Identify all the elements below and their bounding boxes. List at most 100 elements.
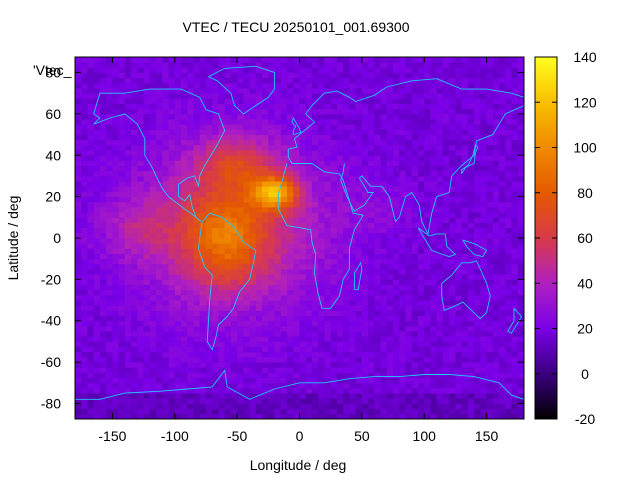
heatmap-cell — [511, 227, 519, 234]
heatmap-cell — [442, 398, 450, 404]
heatmap-cell — [318, 387, 325, 394]
heatmap-cell — [280, 155, 288, 161]
heatmap-cell — [75, 82, 82, 89]
heatmap-cell — [199, 331, 207, 337]
heatmap-cell — [99, 165, 107, 172]
heatmap-cell — [193, 144, 201, 151]
heatmap-cell — [424, 341, 431, 347]
heatmap-cell — [143, 367, 151, 373]
heatmap-cell — [87, 294, 95, 301]
heatmap-cell — [131, 279, 138, 285]
heatmap-cell — [131, 310, 138, 316]
heatmap-cell — [255, 351, 263, 358]
heatmap-cell — [181, 201, 188, 208]
heatmap-cell — [436, 263, 444, 270]
heatmap-cell — [393, 356, 400, 363]
heatmap-cell — [386, 165, 394, 172]
heatmap-cell — [436, 289, 444, 296]
heatmap-cell — [474, 294, 481, 301]
heatmap-cell — [492, 238, 500, 244]
heatmap-cell — [324, 139, 332, 146]
heatmap-cell — [430, 212, 438, 218]
heatmap-cell — [93, 119, 101, 125]
heatmap-cell — [349, 331, 357, 337]
heatmap-cell — [124, 181, 132, 187]
heatmap-cell — [118, 336, 126, 342]
heatmap-cell — [205, 144, 213, 151]
heatmap-cell — [280, 284, 288, 291]
heatmap-cell — [324, 263, 332, 270]
heatmap-cell — [293, 82, 300, 89]
heatmap-cell — [393, 103, 400, 110]
heatmap-cell — [168, 413, 176, 420]
heatmap-cell — [137, 284, 144, 291]
heatmap-cell — [230, 77, 238, 84]
heatmap-cell — [149, 393, 157, 399]
heatmap-cell — [318, 269, 325, 275]
heatmap-cell — [442, 356, 450, 363]
heatmap-cell — [355, 103, 363, 110]
heatmap-cell — [505, 269, 512, 275]
heatmap-cell — [81, 279, 88, 285]
heatmap-cell — [430, 67, 438, 73]
heatmap-cell — [137, 356, 144, 363]
heatmap-cell — [299, 413, 307, 420]
heatmap-cell — [106, 346, 113, 353]
heatmap-cell — [93, 82, 101, 89]
heatmap-cell — [361, 222, 369, 229]
heatmap-cell — [193, 253, 201, 260]
heatmap-cell — [112, 356, 120, 363]
heatmap-cell — [467, 57, 475, 63]
heatmap-cell — [99, 325, 107, 332]
heatmap-cell — [162, 108, 169, 115]
heatmap-cell — [436, 119, 444, 125]
heatmap-cell — [511, 165, 519, 172]
heatmap-cell — [268, 253, 275, 260]
heatmap-cell — [386, 222, 394, 229]
heatmap-cell — [336, 88, 344, 94]
heatmap-cell — [399, 93, 406, 99]
heatmap-cell — [467, 124, 475, 130]
heatmap-cell — [361, 372, 369, 379]
heatmap-cell — [218, 129, 226, 135]
heatmap-cell — [386, 206, 394, 213]
heatmap-cell — [318, 248, 325, 254]
heatmap-cell — [249, 387, 257, 394]
heatmap-cell — [249, 93, 257, 99]
heatmap-cell — [442, 144, 450, 151]
heatmap-cell — [243, 67, 251, 73]
heatmap-cell — [293, 181, 300, 187]
heatmap-cell — [293, 248, 300, 254]
heatmap-cell — [162, 88, 169, 94]
heatmap-cell — [131, 382, 138, 389]
heatmap-cell — [368, 320, 375, 327]
heatmap-cell — [299, 62, 307, 68]
heatmap-cell — [162, 408, 169, 415]
heatmap-cell — [492, 165, 500, 172]
heatmap-cell — [511, 88, 519, 94]
heatmap-cell — [224, 57, 232, 63]
heatmap-cell — [174, 284, 182, 291]
heatmap-cell — [461, 72, 469, 79]
heatmap-cell — [131, 175, 138, 182]
heatmap-cell — [305, 263, 313, 270]
heatmap-cell — [243, 150, 251, 156]
heatmap-cell — [424, 222, 431, 229]
heatmap-cell — [156, 258, 163, 265]
heatmap-cell — [212, 413, 219, 420]
heatmap-cell — [218, 320, 226, 327]
heatmap-cell — [305, 67, 313, 73]
heatmap-cell — [93, 341, 101, 347]
heatmap-cell — [324, 248, 332, 254]
heatmap-cell — [511, 191, 519, 198]
heatmap-cell — [274, 377, 282, 384]
heatmap-cell — [230, 382, 238, 389]
heatmap-cell — [118, 144, 126, 151]
heatmap-cell — [311, 393, 319, 399]
heatmap-cell — [399, 103, 406, 110]
heatmap-cell — [499, 206, 506, 213]
heatmap-cell — [156, 196, 163, 203]
heatmap-cell — [224, 186, 232, 192]
heatmap-cell — [330, 77, 338, 84]
heatmap-cell — [262, 341, 269, 347]
